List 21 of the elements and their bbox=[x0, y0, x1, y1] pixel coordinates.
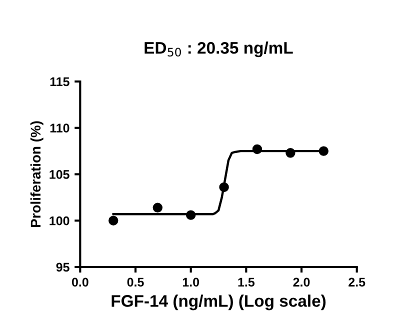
y-tick-label: 115 bbox=[50, 77, 70, 86]
y-tick-label: 95 bbox=[56, 262, 70, 272]
x-tick-label: 2.0 bbox=[293, 278, 310, 287]
y-axis-title: Proliferation (%) bbox=[30, 121, 44, 227]
point bbox=[186, 210, 196, 220]
point bbox=[318, 146, 329, 156]
chart-title: ED$_{50}$ : 20.35 ng/mL bbox=[144, 42, 293, 58]
x-tick-label: 1.0 bbox=[182, 278, 200, 287]
y-tick-label: 100 bbox=[50, 216, 70, 226]
point bbox=[152, 202, 162, 212]
x-tick-label: 1.5 bbox=[238, 278, 255, 287]
point bbox=[108, 216, 118, 226]
point bbox=[286, 148, 296, 158]
point bbox=[219, 182, 229, 192]
x-tick-label: 0.5 bbox=[127, 278, 144, 287]
y-tick-label: 105 bbox=[50, 170, 70, 179]
x-tick-label: 2.5 bbox=[348, 278, 366, 287]
point bbox=[252, 144, 262, 154]
x-axis-title: FGF-14 (ng/mL) (Log scale) bbox=[112, 294, 326, 310]
x-tick-label: 0.0 bbox=[72, 278, 88, 287]
y-tick-label: 110 bbox=[50, 124, 70, 133]
